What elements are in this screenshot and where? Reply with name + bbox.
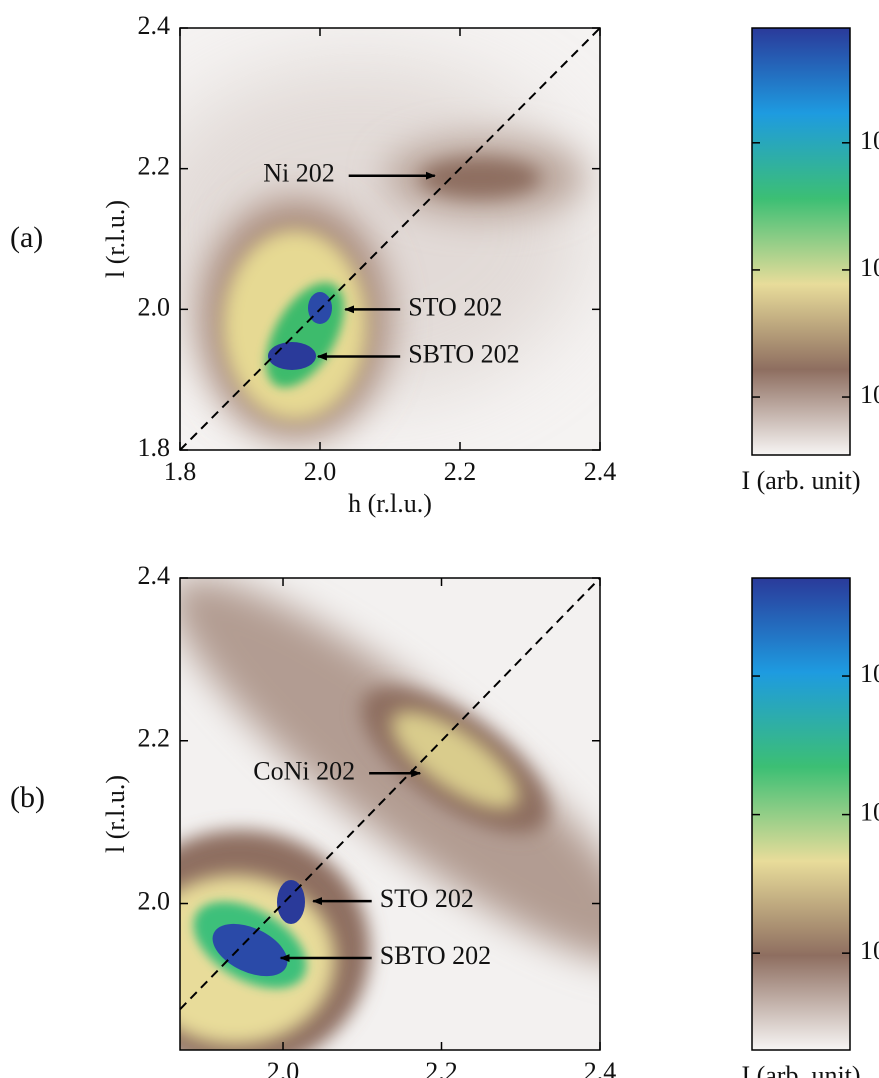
colorbar-tick-label: 10⁶ — [860, 126, 879, 155]
y-tick-label: 2.4 — [138, 561, 171, 590]
annotation-label: STO 202 — [380, 884, 474, 913]
colorbar-label: I (arb. unit) — [741, 1061, 860, 1078]
y-axis-label: l (r.l.u.) — [101, 200, 130, 278]
y-tick-label: 2.0 — [138, 292, 171, 321]
y-tick-label: 2.2 — [138, 724, 171, 753]
annotation-label: CoNi 202 — [253, 756, 355, 785]
x-tick-label: 2.4 — [584, 1057, 617, 1078]
colorbar-tick-label: 10⁴ — [860, 798, 879, 827]
colorbar-tick-label: 10⁵ — [860, 253, 879, 282]
y-tick-label: 2.0 — [138, 886, 171, 915]
y-tick-label: 2.2 — [138, 152, 171, 181]
identity-line — [179, 577, 601, 1011]
annotation-label: STO 202 — [408, 292, 502, 321]
colorbar-label: I (arb. unit) — [741, 466, 860, 495]
plot-frame — [179, 577, 601, 1051]
intensity-map — [180, 28, 600, 450]
annotation-label: Ni 202 — [263, 159, 335, 188]
x-axis-label: h (r.l.u.) — [348, 489, 432, 518]
x-tick-label: 2.0 — [304, 457, 337, 486]
colorbar-tick-label: 10⁴ — [860, 380, 879, 409]
intensity-map — [180, 578, 600, 1050]
x-tick-label: 2.2 — [444, 457, 477, 486]
colorbar — [751, 27, 851, 456]
x-tick-label: 2.4 — [584, 457, 617, 486]
colorbar-tick-label: 10³ — [860, 936, 879, 965]
panel-label: (a) — [10, 221, 43, 254]
y-tick-label: 2.4 — [138, 11, 171, 40]
colorbar — [751, 577, 851, 1051]
plot-frame — [179, 27, 601, 451]
panel-label: (b) — [10, 781, 45, 814]
colorbar-tick-label: 10⁵ — [860, 659, 879, 688]
y-tick-label: 1.8 — [138, 433, 171, 462]
x-tick-label: 1.8 — [164, 457, 197, 486]
identity-line — [179, 27, 601, 451]
x-tick-label: 2.2 — [425, 1057, 458, 1078]
x-tick-label: 2.0 — [267, 1057, 300, 1078]
annotation-label: SBTO 202 — [380, 941, 492, 970]
annotation-label: SBTO 202 — [408, 339, 520, 368]
y-axis-label: l (r.l.u.) — [101, 775, 130, 853]
